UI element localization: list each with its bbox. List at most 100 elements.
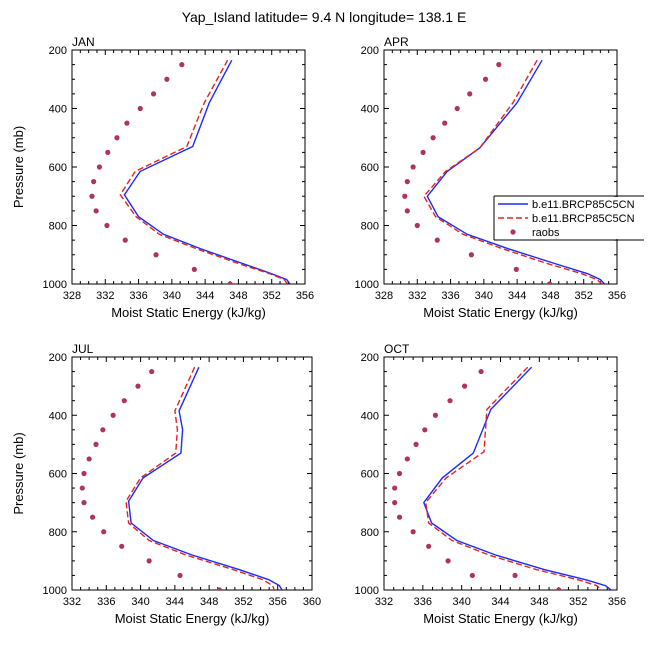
raobs-point	[119, 543, 125, 549]
model-solid-line	[123, 59, 291, 284]
raobs-point	[422, 427, 428, 433]
raobs-point	[150, 91, 157, 97]
panel-label: OCT	[384, 342, 410, 356]
x-tick-label: 348	[530, 596, 548, 608]
y-tick-label: 200	[361, 45, 379, 57]
model-dashed-line	[119, 59, 289, 284]
x-tick-label: 336	[414, 596, 432, 608]
raobs-point	[79, 485, 85, 491]
y-tick-label: 400	[49, 104, 67, 116]
raobs-point	[447, 398, 453, 404]
x-axis-title: Moist Static Energy (kJ/kg)	[115, 611, 270, 626]
model-dashed-line	[423, 59, 603, 284]
x-tick-label: 336	[441, 290, 459, 302]
x-tick-label: 356	[296, 290, 314, 302]
x-tick-label: 356	[608, 596, 626, 608]
x-tick-label: 344	[166, 596, 184, 608]
x-tick-label: 352	[575, 290, 593, 302]
x-tick-label: 340	[452, 596, 470, 608]
y-tick-label: 600	[49, 469, 67, 481]
raobs-point	[104, 222, 110, 229]
y-tick-label: 600	[49, 162, 67, 174]
y-tick-label: 600	[361, 469, 379, 481]
y-axis-title: Pressure (mb)	[11, 126, 26, 208]
raobs-point	[124, 120, 130, 126]
raobs-point	[426, 543, 432, 549]
x-tick-label: 352	[263, 290, 281, 302]
y-axis-title: Pressure (mb)	[11, 432, 26, 514]
x-tick-label: 340	[131, 596, 149, 608]
x-tick-label: 336	[97, 596, 115, 608]
raobs-point	[410, 529, 416, 535]
x-tick-label: 332	[375, 596, 393, 608]
series-group	[79, 366, 283, 590]
y-tick-label: 400	[361, 410, 379, 422]
raobs-point	[445, 558, 451, 564]
raobs-point	[81, 500, 87, 506]
raobs-point	[110, 412, 116, 418]
y-tick-label: 1000	[43, 279, 67, 291]
raobs-point	[546, 281, 553, 284]
raobs-point	[469, 572, 475, 579]
x-tick-label: 356	[269, 596, 287, 608]
raobs-point	[432, 412, 439, 418]
x-tick-label: 344	[491, 596, 509, 608]
x-tick-label: 332	[408, 290, 426, 302]
x-tick-label: 348	[200, 596, 218, 608]
raobs-point	[137, 105, 143, 112]
raobs-point	[392, 485, 398, 491]
x-tick-label: 348	[541, 290, 559, 302]
x-tick-label: 328	[375, 290, 393, 302]
model-solid-line	[127, 366, 283, 590]
x-tick-label: 344	[196, 290, 214, 302]
raobs-point	[177, 572, 183, 579]
x-tick-label: 332	[63, 596, 81, 608]
y-tick-label: 800	[49, 221, 67, 233]
raobs-point	[454, 105, 460, 112]
raobs-point	[89, 514, 96, 520]
x-tick-label: 360	[303, 596, 321, 608]
raobs-point	[101, 529, 107, 535]
x-axis-title: Moist Static Energy (kJ/kg)	[423, 305, 578, 320]
legend: b.e11.BRCP85C5CN b.e11.BRCP85C5CN raobs	[493, 195, 644, 241]
raobs-point	[434, 237, 440, 243]
raobs-point	[442, 120, 448, 126]
y-tick-label: 200	[49, 352, 67, 364]
panel-label: APR	[384, 35, 409, 49]
raobs-point	[396, 470, 403, 477]
plot-frame	[383, 49, 618, 285]
raobs-point	[420, 149, 426, 155]
raobs-point	[86, 456, 92, 462]
raobs-point	[430, 135, 436, 141]
raobs-point	[461, 383, 468, 389]
raobs-point	[404, 179, 410, 185]
x-tick-label: 340	[163, 290, 181, 302]
raobs-point	[93, 208, 99, 214]
panels: JAN 328 332 336 340 344 348 352 356 200 400 600 800 1…	[11, 35, 626, 626]
raobs-point	[105, 149, 111, 155]
y-tick-label: 200	[49, 45, 67, 57]
y-tick-label: 1000	[43, 585, 67, 597]
series-group	[392, 366, 612, 590]
raobs-point	[153, 252, 159, 258]
panel-oct: OCT 332 336 340 344 348 352 356 200 400 600 800 1000…	[355, 342, 627, 626]
x-tick-label: 356	[608, 290, 626, 302]
legend-label: b.e11.BRCP85C5CN	[532, 213, 635, 225]
raobs-point	[114, 135, 120, 141]
plot-frame	[383, 356, 618, 591]
raobs-point	[410, 164, 416, 170]
raobs-point	[146, 558, 152, 564]
raobs-point	[191, 266, 197, 272]
raobs-point	[93, 441, 99, 447]
y-tick-label: 400	[361, 104, 379, 116]
raobs-point	[482, 76, 489, 82]
panel-jul: JUL 332 336 340 344 348 352 356 360 200 400 600 800 1…	[11, 342, 321, 626]
raobs-point	[396, 514, 403, 520]
raobs-point	[404, 208, 410, 214]
legend-label: raobs	[532, 227, 560, 239]
model-solid-line	[423, 366, 612, 590]
x-axis-title: Moist Static Energy (kJ/kg)	[423, 611, 578, 626]
raobs-point	[179, 62, 185, 68]
raobs-point	[81, 470, 87, 477]
model-dashed-line	[125, 366, 275, 590]
